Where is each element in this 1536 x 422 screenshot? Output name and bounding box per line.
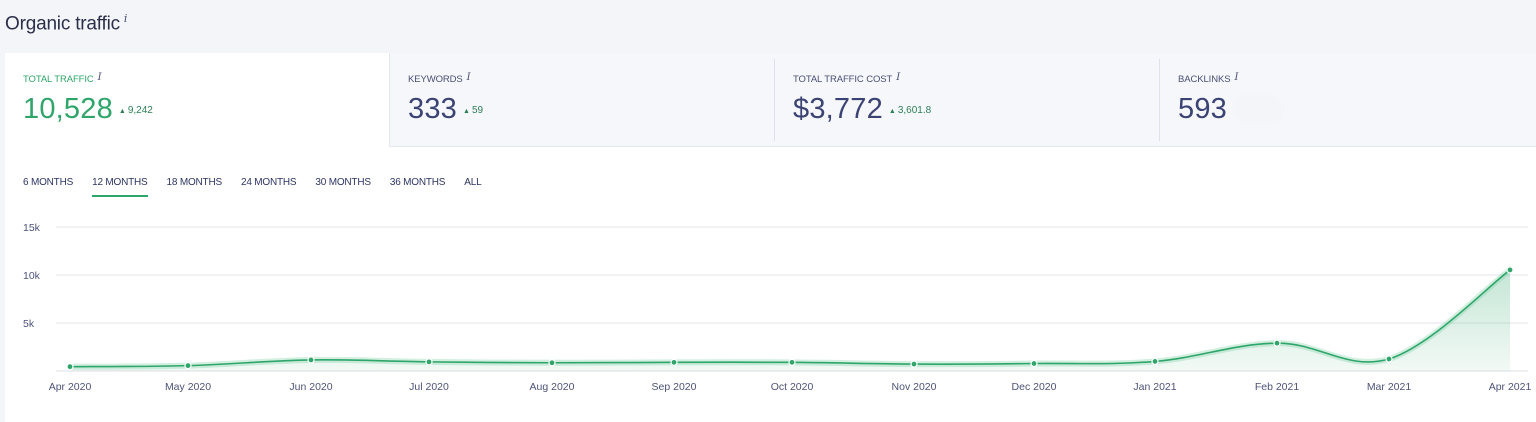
metric-keywords[interactable]: KEYWORDS i 333 ▲ 59 [390, 53, 775, 147]
tab-all[interactable]: ALL [464, 177, 482, 188]
tab-12-months[interactable]: 12 MONTHS [92, 175, 148, 197]
up-arrow-icon: ▲ [118, 108, 126, 115]
metric-total-traffic[interactable]: TOTAL TRAFFIC i 10,528 ▲ 9,242 [5, 53, 390, 147]
metric-label: KEYWORDS i [408, 72, 775, 85]
metric-label: TOTAL TRAFFIC COST i [793, 72, 1160, 85]
data-point [548, 359, 556, 367]
data-point [788, 358, 796, 366]
x-tick-label: May 2020 [165, 381, 211, 393]
x-tick-label: Jul 2020 [409, 381, 449, 393]
x-tick-label: Jan 2021 [1133, 381, 1176, 393]
x-tick-label: Apr 2020 [49, 381, 92, 393]
x-tick-label: Sep 2020 [652, 381, 697, 393]
x-tick-label: Mar 2021 [1367, 381, 1412, 393]
metric-value: $3,772 [793, 93, 883, 125]
metric-total-traffic-cost[interactable]: TOTAL TRAFFIC COST i $3,772 ▲ 3,601.8 [775, 53, 1160, 147]
metric-value: 593 [1178, 93, 1227, 125]
blurred-delta [1235, 97, 1281, 121]
metric-delta-value: 3,601.8 [897, 105, 932, 116]
section-title-text: Organic traffic [5, 13, 120, 35]
data-point [1506, 266, 1514, 274]
tab-18-months[interactable]: 18 MONTHS [166, 177, 223, 188]
up-arrow-icon: ▲ [888, 108, 896, 115]
data-point [184, 362, 192, 370]
x-tick-label: Dec 2020 [1012, 381, 1057, 393]
data-point [1030, 359, 1038, 368]
organic-traffic-card: TOTAL TRAFFIC i 10,528 ▲ 9,242 KEYWORDS i 3… [5, 53, 1536, 422]
data-point [307, 356, 315, 364]
metric-label: BACKLINKS i [1178, 72, 1536, 85]
x-tick-label: Aug 2020 [530, 381, 575, 393]
metric-label-text: BACKLINKS [1178, 74, 1231, 85]
data-point [66, 363, 74, 371]
tab-30-months[interactable]: 30 MONTHS [315, 177, 371, 188]
info-icon[interactable]: i [1234, 72, 1239, 83]
metric-delta: ▲ 9,242 [119, 105, 153, 116]
metric-backlinks[interactable]: BACKLINKS i 593 [1160, 53, 1536, 147]
tab-24-months[interactable]: 24 MONTHS [240, 177, 297, 188]
data-point [910, 360, 918, 368]
metric-value: 333 [408, 93, 457, 125]
y-tick-label: 5k [23, 318, 35, 330]
area-fill [70, 269, 1510, 371]
metric-label-text: TOTAL TRAFFIC COST [793, 74, 893, 85]
info-icon[interactable]: i [466, 72, 471, 83]
metric-label: TOTAL TRAFFIC i [23, 72, 389, 85]
metric-label-text: KEYWORDS [408, 74, 463, 85]
y-tick-label: 15k [23, 222, 41, 234]
metric-delta: ▲ 59 [463, 105, 483, 116]
metric-value-row: $3,772 ▲ 3,601.8 [793, 93, 1160, 126]
metric-delta: ▲ 3,601.8 [889, 105, 931, 116]
x-tick-label: Nov 2020 [892, 381, 937, 393]
metrics-row: TOTAL TRAFFIC i 10,528 ▲ 9,242 KEYWORDS i 3… [5, 53, 1536, 147]
metric-value: 10,528 [23, 93, 113, 125]
y-tick-label: 10k [23, 270, 41, 282]
x-tick-label: Jun 2020 [289, 381, 332, 393]
x-tick-label: Apr 2021 [1489, 381, 1532, 393]
info-icon[interactable]: i [97, 72, 102, 83]
info-icon[interactable]: i [123, 12, 128, 25]
metric-value-row: 333 ▲ 59 [408, 93, 775, 126]
metric-value-row: 593 [1178, 93, 1536, 126]
metric-delta-value: 59 [471, 105, 484, 116]
section-title: Organic traffic i [5, 12, 127, 35]
tab-36-months[interactable]: 36 MONTHS [389, 177, 446, 188]
info-icon[interactable]: i [896, 72, 901, 83]
metric-label-text: TOTAL TRAFFIC [23, 74, 94, 85]
data-point [670, 358, 678, 366]
data-point [1151, 357, 1159, 365]
tab-6-months[interactable]: 6 MONTHS [23, 177, 74, 188]
period-tabs: 6 MONTHS 12 MONTHS 18 MONTHS 24 MONTHS 3… [23, 175, 500, 197]
up-arrow-icon: ▲ [463, 108, 470, 115]
metric-delta-value: 9,242 [127, 105, 153, 116]
x-tick-label: Feb 2021 [1255, 381, 1300, 393]
metric-value-row: 10,528 ▲ 9,242 [23, 93, 389, 126]
data-point [1385, 355, 1393, 363]
x-tick-label: Oct 2020 [771, 381, 814, 393]
data-point [425, 358, 433, 366]
data-point [1273, 339, 1281, 347]
